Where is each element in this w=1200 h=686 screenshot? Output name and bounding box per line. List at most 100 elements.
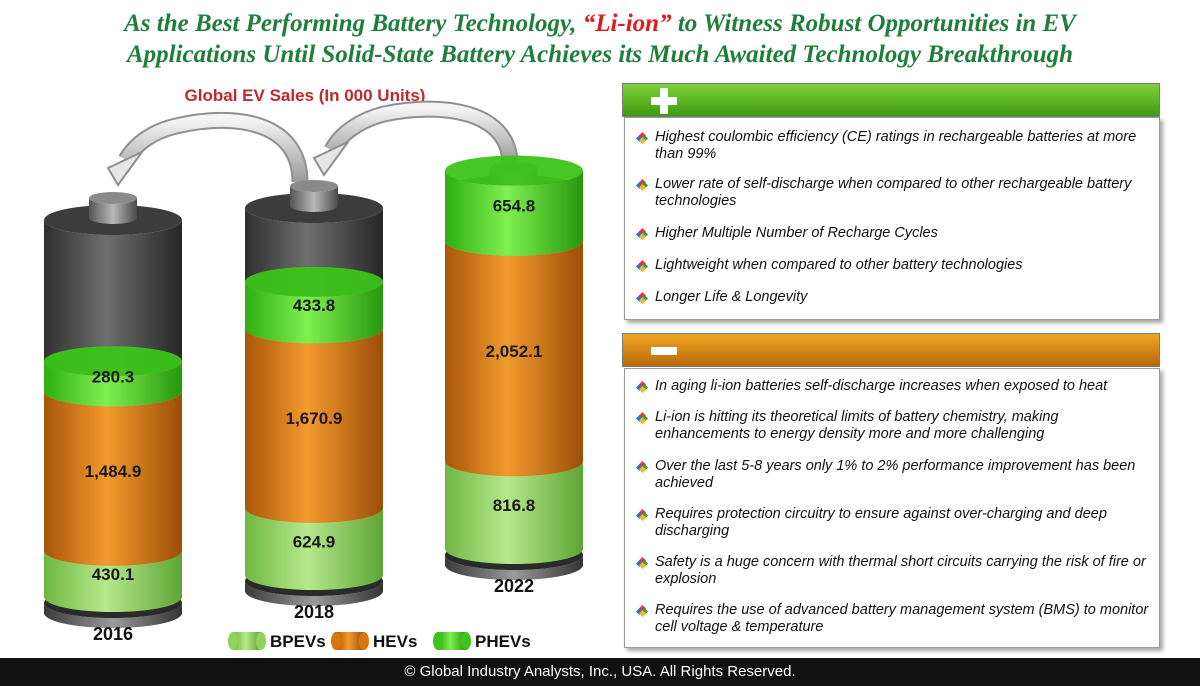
legend-swatch	[438, 632, 466, 650]
disadvantages-item: Requires protection circuitry to ensure …	[635, 506, 1155, 540]
battery-2022: 816.8 2,052.1 654.8 2022	[445, 155, 583, 596]
disadvantages-header	[622, 333, 1160, 367]
bar-HEVs-2018: 1,670.9	[245, 313, 383, 523]
battery-base	[445, 555, 583, 580]
data-label: 1,670.9	[286, 409, 343, 428]
bar-segment	[44, 391, 182, 566]
disadvantages-item-text: Requires the use of advanced battery man…	[655, 602, 1149, 635]
bar-PHEVs-2016: 280.3	[44, 346, 182, 407]
year-label: 2016	[93, 624, 133, 644]
legend-swatch	[336, 632, 364, 650]
bar-PHEVs-2022: 654.8	[445, 155, 583, 256]
data-label: 624.9	[293, 532, 336, 551]
battery-base	[245, 581, 383, 606]
battery-terminal-top	[89, 192, 137, 204]
disadvantages-item: In aging li-ion batteries self-discharge…	[635, 378, 1155, 395]
disadvantages-item: Safety is a huge concern with thermal sh…	[635, 554, 1155, 588]
legend-swatch-end	[228, 632, 238, 650]
diamond-bullet-icon	[635, 508, 649, 522]
advantages-item: Highest coulombic efficiency (CE) rating…	[635, 129, 1155, 163]
bar-segment	[445, 170, 583, 256]
diamond-bullet-icon	[635, 460, 649, 474]
page-title: As the Best Performing Battery Technolog…	[0, 8, 1200, 70]
advantages-item: Higher Multiple Number of Recharge Cycle…	[635, 225, 1155, 242]
bar-segment	[245, 328, 383, 523]
data-label: 654.8	[493, 197, 536, 216]
disadvantages-item: Li-ion is hitting its theoretical limits…	[635, 409, 1155, 443]
legend-swatch-end	[256, 632, 266, 650]
battery-2016: 430.1 1,484.9 280.3 2016	[44, 192, 182, 644]
bar-PHEVs-2018: 433.8	[245, 266, 383, 344]
diamond-bullet-icon	[635, 604, 649, 618]
data-label: 816.8	[493, 496, 536, 515]
disadvantages-item-text: Li-ion is hitting its theoretical limits…	[655, 409, 1059, 442]
bar-segment	[245, 507, 383, 590]
advantages-item: Lower rate of self-discharge when compar…	[635, 176, 1155, 210]
disadvantages-item-text: Requires protection circuitry to ensure …	[655, 506, 1107, 539]
bar-segment-top	[445, 155, 583, 186]
bar-HEVs-2022: 2,052.1	[445, 225, 583, 477]
advantages-item-text: Lower rate of self-discharge when compar…	[655, 176, 1132, 209]
trend-arrows	[106, 100, 519, 187]
advantages-item: Longer Life & Longevity	[635, 289, 1155, 306]
bar-segment	[445, 240, 583, 477]
title-highlight: “Li-ion”	[582, 10, 672, 37]
trend-arrow-right	[312, 100, 519, 177]
bar-segment-top	[44, 346, 182, 377]
disadvantages-item: Over the last 5-8 years only 1% to 2% pe…	[635, 458, 1155, 492]
battery-base	[44, 603, 182, 628]
trend-arrow-left	[106, 111, 309, 187]
legend-swatch-end	[359, 632, 369, 650]
diamond-bullet-icon	[635, 178, 649, 192]
diamond-bullet-icon	[635, 380, 649, 394]
legend-item-PHEVs: PHEVs	[433, 632, 531, 651]
diamond-bullet-icon	[635, 411, 649, 425]
title-line-1: As the Best Performing Battery Technolog…	[0, 8, 1200, 39]
legend-swatch	[233, 632, 261, 650]
data-label: 280.3	[92, 367, 135, 386]
disadvantages-panel: In aging li-ion batteries self-discharge…	[624, 368, 1160, 648]
title-line-2: Applications Until Solid-State Battery A…	[126, 41, 1074, 68]
disadvantages-item-text: Over the last 5-8 years only 1% to 2% pe…	[655, 458, 1136, 491]
battery-2018: 624.9 1,670.9 433.8 2018	[245, 180, 383, 622]
data-label: 2,052.1	[486, 342, 543, 361]
bar-segment-top	[245, 266, 383, 297]
chart-title: Global EV Sales (In 000 Units)	[184, 86, 426, 105]
chart-legend: BPEVs HEVs PHEVs	[228, 632, 531, 651]
legend-swatch-end	[331, 632, 341, 650]
legend-label: HEVs	[373, 632, 417, 651]
advantages-panel: Highest coulombic efficiency (CE) rating…	[624, 117, 1160, 320]
bar-segment	[245, 281, 383, 344]
advantages-item-text: Longer Life & Longevity	[655, 289, 808, 305]
diamond-bullet-icon	[635, 259, 649, 273]
bar-segment	[44, 361, 182, 407]
advantages-header	[622, 83, 1160, 117]
legend-label: BPEVs	[270, 632, 326, 651]
legend-label: PHEVs	[475, 632, 531, 651]
battery-terminal-top	[290, 180, 338, 192]
advantages-item: Lightweight when compared to other batte…	[635, 257, 1155, 274]
legend-item-HEVs: HEVs	[331, 632, 417, 651]
year-label: 2018	[294, 602, 334, 622]
diamond-bullet-icon	[635, 227, 649, 241]
battery-terminal	[290, 186, 338, 212]
footer-copyright: © Global Industry Analysts, Inc., USA. A…	[0, 658, 1200, 686]
diamond-bullet-icon	[635, 556, 649, 570]
disadvantages-item-text: In aging li-ion batteries self-discharge…	[655, 378, 1108, 394]
advantages-item-text: Higher Multiple Number of Recharge Cycle…	[655, 225, 938, 241]
data-label: 1,484.9	[85, 462, 142, 481]
minus-icon	[651, 347, 677, 355]
battery-terminal	[89, 198, 137, 224]
battery-shell	[44, 220, 182, 377]
disadvantages-item-text: Safety is a huge concern with thermal sh…	[655, 554, 1146, 587]
year-label: 2022	[494, 576, 534, 596]
data-label: 433.8	[293, 296, 336, 315]
legend-swatch-end	[461, 632, 471, 650]
advantages-item-text: Highest coulombic efficiency (CE) rating…	[655, 129, 1137, 162]
legend-swatch-end	[433, 632, 443, 650]
data-label: 430.1	[92, 565, 135, 584]
battery-chart: 430.1 1,484.9 280.3 2016 624.9 1,670.9 433.8 20…	[44, 100, 583, 651]
bar-segment	[44, 550, 182, 612]
battery-bars: 430.1 1,484.9 280.3 2016 624.9 1,670.9 433.8 20…	[44, 155, 583, 644]
diamond-bullet-icon	[635, 131, 649, 145]
